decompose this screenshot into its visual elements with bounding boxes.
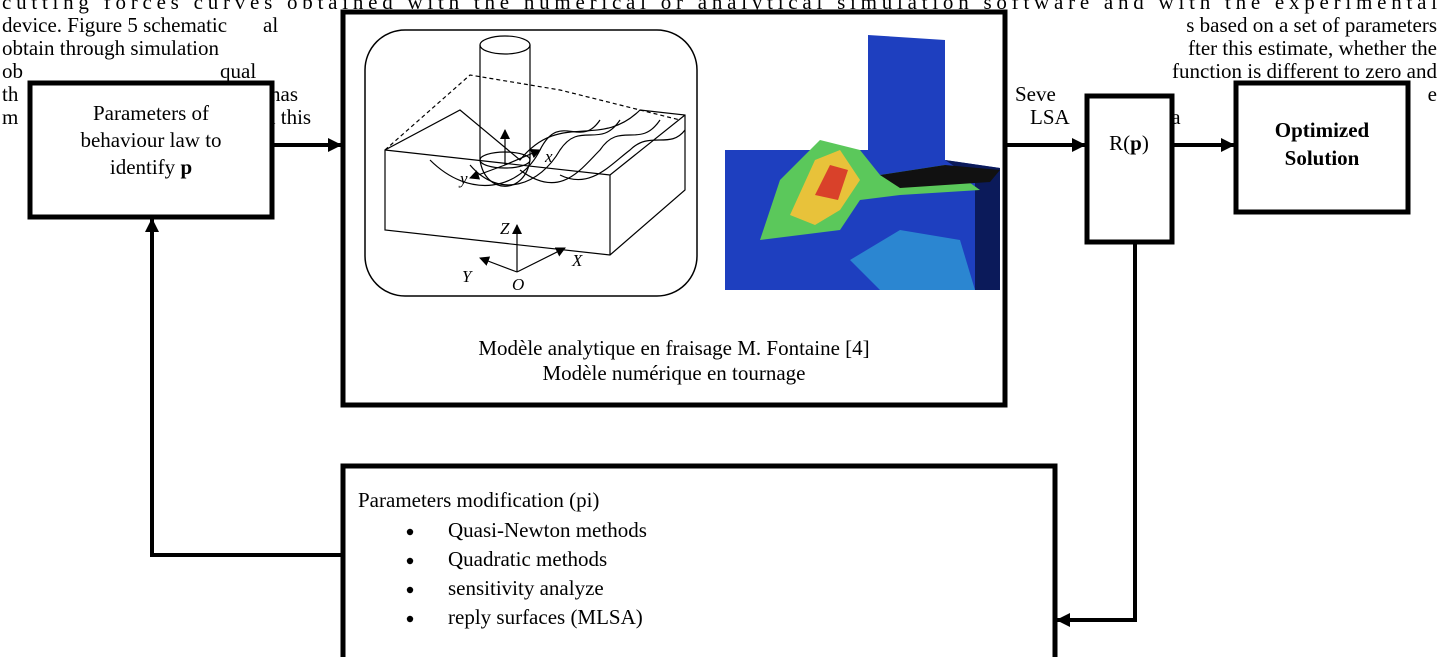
bullet bbox=[407, 529, 413, 535]
paragraph-text: m bbox=[2, 105, 18, 129]
caption: Modèle analytique en fraisage M. Fontain… bbox=[478, 336, 869, 360]
bold-symbol: p bbox=[180, 155, 192, 179]
page: cutting forces curves obtained with the … bbox=[0, 0, 1439, 657]
residual-box bbox=[1087, 96, 1172, 242]
box-text: R( bbox=[1109, 131, 1130, 155]
box-text: identify p bbox=[110, 155, 192, 179]
box-text: R(p) bbox=[1109, 131, 1149, 155]
paragraph-text: th bbox=[2, 82, 19, 106]
list-item: sensitivity analyze bbox=[448, 576, 604, 600]
bullet bbox=[407, 558, 413, 564]
paragraph-text: qual bbox=[220, 59, 256, 83]
list-item: Quadratic methods bbox=[448, 547, 607, 571]
paragraph-text: al bbox=[263, 13, 278, 37]
paragraph-text: function is different to zero and bbox=[1172, 59, 1437, 83]
bullet bbox=[407, 616, 413, 622]
figure-label: Z bbox=[500, 219, 510, 238]
figure-label: O bbox=[512, 275, 524, 294]
box-text: ) bbox=[1142, 131, 1149, 155]
figure-label: X bbox=[571, 251, 583, 270]
figure-label: y bbox=[458, 169, 468, 188]
box-text: behaviour law to bbox=[80, 128, 221, 152]
box-text: Solution bbox=[1285, 146, 1360, 170]
paragraph-text: Seve bbox=[1015, 82, 1056, 106]
list-item: reply surfaces (MLSA) bbox=[448, 605, 643, 629]
paragraph-text: ob bbox=[2, 59, 23, 83]
figure-label: Y bbox=[462, 267, 473, 286]
list-item: Quasi-Newton methods bbox=[448, 518, 647, 542]
box-text: Parameters of bbox=[93, 101, 209, 125]
box-text: Optimized bbox=[1275, 118, 1370, 142]
bullet bbox=[407, 587, 413, 593]
paragraph-text: e bbox=[1428, 82, 1437, 106]
box-title: Parameters modification (pi) bbox=[358, 488, 599, 512]
box-text: identify bbox=[110, 155, 176, 179]
paragraph-text: fter this estimate, whether the bbox=[1188, 36, 1437, 60]
figure-label: x bbox=[544, 147, 553, 166]
caption: Modèle numérique en tournage bbox=[543, 361, 806, 385]
paragraph-text: obtain through simulation bbox=[2, 36, 219, 60]
paragraph-text: device. Figure 5 schematic bbox=[2, 13, 227, 37]
bold-symbol: p bbox=[1130, 131, 1142, 155]
paragraph-text: s based on a set of parameters bbox=[1186, 13, 1437, 37]
paragraph-text: LSA bbox=[1030, 105, 1071, 129]
